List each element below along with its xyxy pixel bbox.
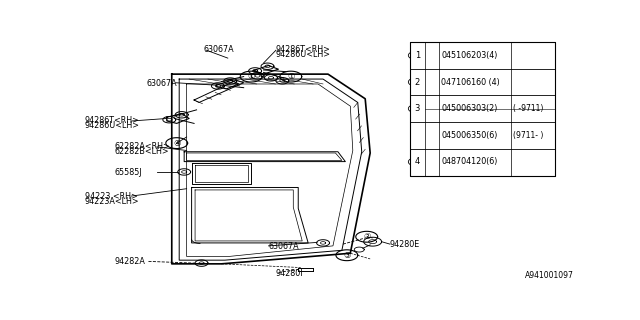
Text: 94286U<LH>: 94286U<LH> — [85, 121, 140, 130]
Text: 4: 4 — [415, 157, 420, 166]
Text: 94223 <RH>: 94223 <RH> — [85, 192, 138, 201]
Text: 047106160 (4): 047106160 (4) — [441, 77, 500, 86]
Text: S: S — [429, 53, 434, 58]
Text: ①: ① — [287, 72, 294, 81]
Text: ( -9711): ( -9711) — [513, 104, 543, 113]
Text: 045006350(6): 045006350(6) — [441, 131, 497, 140]
Text: S: S — [429, 159, 434, 164]
Text: ②: ② — [363, 232, 371, 241]
Text: 94286T<RH>: 94286T<RH> — [85, 116, 140, 125]
Text: 048704120(6): 048704120(6) — [441, 157, 497, 166]
Text: ①: ① — [248, 72, 255, 81]
Text: 63067A: 63067A — [269, 242, 299, 251]
Text: ④: ④ — [173, 139, 180, 148]
Text: A941001097: A941001097 — [525, 271, 573, 280]
Text: 62282B<LH>: 62282B<LH> — [115, 147, 170, 156]
Text: 94280E: 94280E — [390, 240, 420, 249]
Text: ③: ③ — [343, 251, 351, 260]
Text: S: S — [429, 106, 434, 111]
Text: 045006303(2): 045006303(2) — [441, 104, 497, 113]
Text: 3: 3 — [415, 104, 420, 113]
Text: 94223A<LH>: 94223A<LH> — [85, 196, 140, 205]
Text: 63067A: 63067A — [147, 79, 177, 89]
Text: 94286T<RH>: 94286T<RH> — [276, 45, 331, 54]
Text: 94280I: 94280I — [276, 269, 303, 278]
Text: 045106203(4): 045106203(4) — [441, 51, 497, 60]
Text: 94286U<LH>: 94286U<LH> — [276, 50, 331, 59]
Text: 94282A: 94282A — [115, 257, 145, 266]
Text: 63067A: 63067A — [204, 45, 235, 54]
Text: S: S — [429, 133, 434, 138]
Text: 62282A<RH>: 62282A<RH> — [115, 142, 170, 151]
Text: 1: 1 — [415, 51, 420, 60]
Text: 65585J: 65585J — [115, 168, 142, 177]
Text: (9711- ): (9711- ) — [513, 131, 543, 140]
Bar — [410, 42, 555, 176]
Text: S: S — [429, 79, 434, 84]
Text: 2: 2 — [415, 77, 420, 86]
